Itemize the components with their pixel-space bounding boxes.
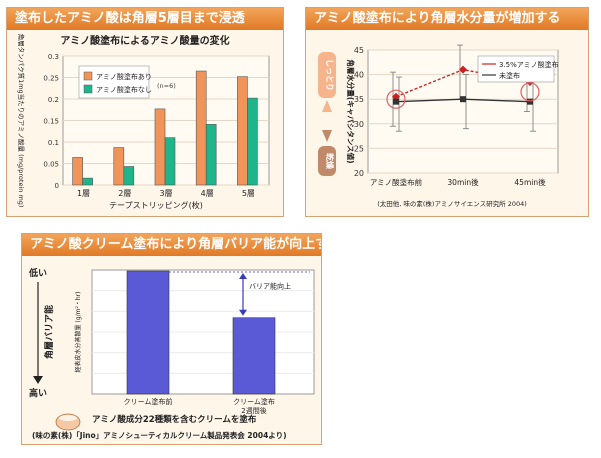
- chart1-ytick-label: 0.3: [48, 53, 59, 61]
- chart2-source: (太田他, 味の素(株)アミノサイエンス研究所 2004): [377, 199, 527, 208]
- chart2-point: [459, 65, 467, 74]
- chart1-bar: [237, 76, 248, 186]
- cream-jar-lid: [59, 415, 77, 421]
- chart1-bar: [82, 177, 93, 186]
- chart3-bar: [232, 317, 276, 395]
- chart1-note: (n=6): [157, 82, 176, 90]
- chart1-bar: [247, 97, 258, 186]
- chart3-xtick-label: 2週間後: [241, 406, 266, 415]
- chart2-ytick-label: 35: [354, 95, 364, 104]
- chart1-xtick-label: 2層: [118, 189, 131, 198]
- chart1-bar: [72, 157, 83, 186]
- chart2-xtick-label: 45min後: [514, 177, 546, 187]
- chart2-ylabel: 角層水分量(キャパシタンス値): [346, 59, 356, 163]
- chart2-ytick-label: 30: [354, 120, 364, 129]
- chart2-highlight-circle: [386, 89, 406, 109]
- chart2-moist-badge: [318, 52, 336, 98]
- chart3-xtick-label: クリーム塗布前: [124, 397, 173, 406]
- chart1-bar: [113, 147, 125, 186]
- chart1-legend-swatch: [83, 71, 93, 81]
- chart3-annotation: バリア能向上: [249, 281, 291, 290]
- chart3-bar: [126, 270, 170, 395]
- chart2-legend-label: 3.5%アミノ酸塗布: [499, 60, 559, 69]
- chart1-ytick-label: 0.15: [43, 118, 59, 126]
- chart1-ytick-label: 0.2: [48, 96, 59, 104]
- panel2-title: アミノ酸塗布により角層水分量が増加する: [306, 8, 588, 30]
- chart2-point: [527, 98, 533, 105]
- chart2-point: [393, 98, 399, 105]
- chart1-bar: [195, 70, 207, 186]
- chart3-xtick-label: クリーム塗布: [233, 397, 275, 406]
- chart3-ylabel: 経表皮水分蒸散量 (g/m²・hr): [74, 292, 82, 373]
- chart3-arrow-down-icon: [239, 309, 247, 316]
- chart3-low-label: 低い: [28, 267, 47, 279]
- chart1-bar: [123, 166, 135, 186]
- chart2-moist-label: しっとり: [325, 59, 334, 91]
- chart1-title: アミノ酸塗布によるアミノ酸量の変化: [60, 34, 229, 47]
- chart1-ytick-label: 0: [55, 182, 59, 190]
- chart3-arrow-up-icon: [239, 273, 247, 279]
- chart1-ylabel: 角層タンパク質1mg当たりのアミノ酸量 (mg/protein mg): [17, 34, 26, 208]
- panel-barrier: アミノ酸クリーム塗布により角層バリア能が向上する クリーム塗布前 クリーム塗布 2週…: [21, 233, 322, 445]
- chart1-xtick-label: 4層: [201, 189, 214, 198]
- chart1-xtick-label: 3層: [159, 189, 172, 198]
- chart2-up-arrow-icon: [322, 100, 332, 112]
- chart2-legend-box: [477, 55, 555, 83]
- chart2-xtick-label: アミノ酸塗布前: [370, 177, 423, 187]
- chart2-ytick-label: 40: [354, 71, 364, 80]
- chart2-down-arrow-icon: [322, 130, 332, 142]
- chart1-bar: [154, 108, 166, 186]
- panel3-title: アミノ酸クリーム塗布により角層バリア能が向上する: [22, 234, 321, 256]
- chart1-legend-label: アミノ酸塗布あり: [96, 72, 152, 81]
- chart2-dry-label: 乾燥: [325, 153, 335, 170]
- panel-amino-penetration: 塗布したアミノ酸は角層5層目まで浸透 アミノ酸塗布によるアミノ酸量の変化 0 0.0…: [6, 7, 284, 217]
- chart2-xtick-label: 30min後: [447, 177, 479, 187]
- chart1-legend-swatch: [83, 84, 93, 94]
- panel1-title: 塗布したアミノ酸は角層5層目まで浸透: [7, 8, 283, 30]
- panel-water-content: アミノ酸塗布により角層水分量が増加する 20 25 30 35 40 45 アミノ酸塗布前 3…: [305, 7, 589, 217]
- chart3-source: (味の素(株)「Jino」アミノシューティカルクリーム製品発表会 2004より): [32, 430, 287, 440]
- chart-water-content: 20 25 30 35 40 45 アミノ酸塗布前 30min後 45min後 3.5%アミノ酸塗…: [318, 44, 559, 208]
- chart1-xlabel: テープストリッピング(枚): [109, 200, 203, 210]
- chart2-dry-badge: [318, 146, 336, 176]
- chart2-legend-label: 未塗布: [499, 71, 520, 80]
- chart1-bar: [205, 124, 217, 186]
- chart3-side-arrow-icon: [33, 376, 43, 384]
- chart3-high-label: 高い: [29, 387, 47, 399]
- chart3-side-axis-label: 角層バリア能: [43, 305, 55, 359]
- chart1-legend-label: アミノ酸塗布なし: [96, 85, 152, 94]
- chart1-ytick-label: 0.05: [43, 161, 59, 169]
- chart1-ytick-label: 0.25: [43, 75, 59, 83]
- chart2-ytick-label: 45: [354, 46, 364, 55]
- chart2-ytick-label: 20: [354, 169, 364, 178]
- chart1-xtick-label: 1層: [77, 189, 90, 198]
- chart2-ytick-label: 25: [354, 144, 364, 153]
- chart2-point: [460, 96, 466, 103]
- chart-amino-penetration: アミノ酸塗布によるアミノ酸量の変化 0 0.05 0.1 0.15 0.2 0.25 0.3 1…: [17, 34, 270, 210]
- chart3-caption: アミノ酸成分22種類を含むクリームを塗布: [92, 414, 257, 425]
- chart1-bar: [164, 137, 176, 186]
- chart1-ytick-label: 0.1: [48, 139, 59, 147]
- chart1-xtick-label: 5層: [242, 189, 255, 198]
- chart2-highlight-circle: [520, 82, 540, 102]
